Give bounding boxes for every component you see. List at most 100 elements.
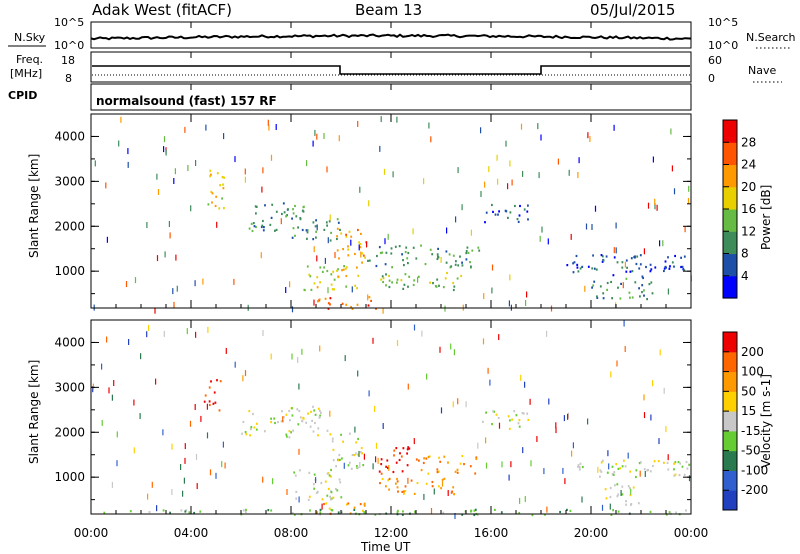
- power-cell: [359, 243, 362, 246]
- power-noise-cell: [667, 288, 669, 295]
- velocity-cell: [295, 490, 298, 493]
- velocity-cell: [350, 467, 353, 470]
- power-cell: [504, 209, 507, 212]
- velocity-cell: [463, 463, 465, 466]
- velocity-noise-cell: [433, 488, 435, 495]
- velocity-cell: [515, 414, 518, 417]
- velocity-cell: [673, 474, 676, 477]
- velocity-cell: [443, 477, 446, 480]
- power-cell: [299, 217, 302, 220]
- nsearch-tick-top: 10^5: [708, 16, 738, 29]
- power-cell: [306, 229, 309, 232]
- power-cell: [595, 268, 598, 271]
- velocity-noise-cell: [609, 503, 611, 510]
- velocity-cell: [291, 407, 293, 410]
- power-noise-cell: [280, 218, 282, 225]
- velocity-cell: [330, 475, 332, 478]
- power-noise-cell: [127, 148, 129, 155]
- velocity-cell: [685, 509, 687, 512]
- power-cell: [211, 201, 213, 204]
- velocity-noise-cell: [116, 431, 118, 438]
- power-cell: [345, 235, 348, 238]
- velocity-noise-cell: [225, 347, 227, 354]
- cpid-text: normalsound (fast) 157 RF: [96, 94, 277, 108]
- velocity-noise-cell: [282, 416, 284, 423]
- velocity-cell: [253, 426, 256, 429]
- power-cell: [344, 267, 347, 270]
- velocity-cell: [686, 467, 689, 470]
- velocity-noise-cell: [644, 471, 646, 477]
- velocity-cell: [396, 480, 399, 483]
- velocity-noise-cell: [639, 470, 641, 477]
- velocity-noise-cell: [529, 398, 531, 405]
- velocity-noise-cell: [206, 432, 209, 439]
- velocity-cell: [578, 468, 581, 471]
- velocity-cell: [623, 459, 625, 462]
- velocity-cell: [386, 459, 389, 462]
- velocity-noise-cell: [440, 407, 443, 414]
- velocity-noise-cell: [413, 324, 416, 331]
- velocity-cell: [280, 420, 283, 423]
- velocity-noise-cell: [562, 467, 564, 474]
- velocity-colorbar-tick-label: 200: [741, 345, 764, 359]
- velocity-noise-cell: [441, 480, 444, 487]
- power-cell: [209, 175, 212, 178]
- power-noise-cell: [163, 136, 166, 143]
- power-cell: [323, 266, 325, 269]
- power-cell: [424, 263, 427, 266]
- velocity-noise-cell: [652, 380, 654, 387]
- power-noise-cell: [491, 264, 494, 271]
- velocity-noise-cell: [665, 426, 667, 433]
- power-cell: [376, 254, 378, 258]
- power-cell: [251, 229, 254, 233]
- velocity-cell: [291, 414, 294, 417]
- velocity-cell: [330, 491, 333, 494]
- velocity-noise-cell: [209, 469, 212, 476]
- power-ytick-label: 4000: [54, 129, 85, 143]
- velocity-ytick-label: 4000: [54, 335, 85, 349]
- velocity-colorbar-swatch: [723, 430, 737, 452]
- velocity-noise-cell: [359, 462, 361, 468]
- power-noise-cell: [491, 287, 493, 294]
- power-cell: [429, 248, 432, 251]
- power-noise-cell: [358, 244, 360, 251]
- velocity-cell: [297, 423, 300, 426]
- power-cell: [407, 262, 409, 265]
- power-cell: [301, 228, 304, 232]
- velocity-cell: [335, 465, 337, 468]
- power-cell: [345, 274, 348, 278]
- x-tick-label: 12:00: [374, 526, 409, 540]
- power-noise-cell: [314, 129, 316, 136]
- power-cell: [221, 176, 224, 179]
- power-noise-cell: [174, 168, 176, 175]
- power-cell: [347, 254, 350, 257]
- power-cell: [260, 225, 263, 229]
- velocity-noise-cell: [396, 340, 399, 346]
- power-cell: [312, 221, 315, 224]
- power-cell: [368, 296, 371, 299]
- velocity-noise-cell: [354, 426, 356, 433]
- power-cell: [602, 292, 605, 295]
- power-cell: [641, 284, 644, 287]
- velocity-noise-cell: [524, 381, 526, 388]
- velocity-noise-cell: [221, 461, 223, 468]
- velocity-noise-cell: [147, 493, 149, 500]
- power-noise-cell: [289, 281, 291, 288]
- velocity-cell: [511, 418, 513, 421]
- velocity-cell: [318, 416, 321, 419]
- beam-title: Beam 13: [355, 1, 422, 19]
- velocity-cell: [213, 391, 216, 394]
- power-noise-cell: [163, 146, 165, 153]
- power-cell: [669, 265, 671, 268]
- velocity-cell: [600, 461, 603, 464]
- power-cell: [356, 266, 358, 269]
- velocity-cell: [336, 489, 339, 492]
- power-noise-cell: [662, 240, 664, 247]
- velocity-noise-cell: [572, 442, 574, 449]
- velocity-noise-cell: [151, 481, 153, 488]
- x-tick-label: 08:00: [274, 526, 309, 540]
- power-cell: [294, 234, 296, 237]
- power-cell: [477, 246, 480, 249]
- velocity-colorbar-label: Velocity [m s-1]: [759, 374, 773, 468]
- power-noise-cell: [190, 205, 192, 212]
